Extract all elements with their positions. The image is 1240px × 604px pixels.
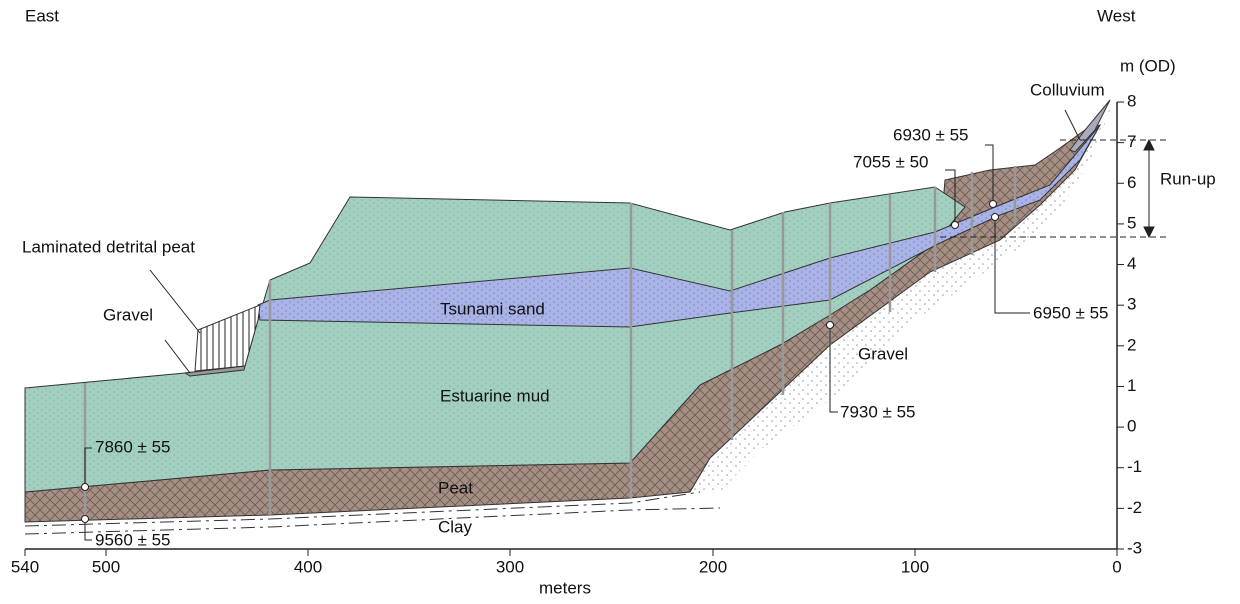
y-tick-label: 6 xyxy=(1127,173,1136,192)
tsunami-sand-label: Tsunami sand xyxy=(440,299,545,318)
gravel-label: Gravel xyxy=(858,344,908,363)
y-tick-label: 5 xyxy=(1127,213,1136,232)
y-tick-label: -3 xyxy=(1127,538,1142,557)
cross-section: East West m (OD) meters Colluvium Run-up… xyxy=(0,0,1240,599)
clay-label: Clay xyxy=(438,517,473,536)
y-tick-label: 0 xyxy=(1127,417,1136,436)
gravel-label: Gravel xyxy=(103,305,153,324)
x-axis-title: meters xyxy=(539,578,591,597)
date-label: 6930 ± 55 xyxy=(893,125,969,144)
x-tick-label: 100 xyxy=(901,557,929,576)
date-label: 7930 ± 55 xyxy=(840,402,916,421)
y-tick-label: 3 xyxy=(1127,295,1136,314)
x-tick-label: 0 xyxy=(1112,557,1121,576)
peat-label: Peat xyxy=(438,478,473,497)
x-tick-label: 200 xyxy=(699,557,727,576)
y-tick-label: 2 xyxy=(1127,335,1136,354)
y-tick-label: 4 xyxy=(1127,254,1136,273)
date-label: 6950 ± 55 xyxy=(1033,303,1109,322)
y-tick-label: 8 xyxy=(1127,91,1136,110)
x-tick-label: 500 xyxy=(92,557,120,576)
y-tick-label: -1 xyxy=(1127,457,1142,476)
east-label: East xyxy=(25,6,59,25)
date-label: 7860 ± 55 xyxy=(95,437,171,456)
west-label: West xyxy=(1097,6,1136,25)
y-tick-label: 7 xyxy=(1127,132,1136,151)
y-axis-title: m (OD) xyxy=(1120,56,1176,75)
estuarine-mud-label: Estuarine mud xyxy=(440,386,550,405)
x-tick-label: 300 xyxy=(496,557,524,576)
date-label: 9560 ± 55 xyxy=(95,530,171,549)
run-up-label: Run-up xyxy=(1160,169,1216,188)
date-label: 7055 ± 50 xyxy=(853,152,929,171)
colluvium-label: Colluvium xyxy=(1030,80,1105,99)
y-tick-label: -2 xyxy=(1127,498,1142,517)
laminated-peat-label: Laminated detrital peat xyxy=(22,237,195,256)
x-tick-label: 400 xyxy=(294,557,322,576)
y-tick-label: 1 xyxy=(1127,376,1136,395)
x-tick-label: 540 xyxy=(11,557,39,576)
